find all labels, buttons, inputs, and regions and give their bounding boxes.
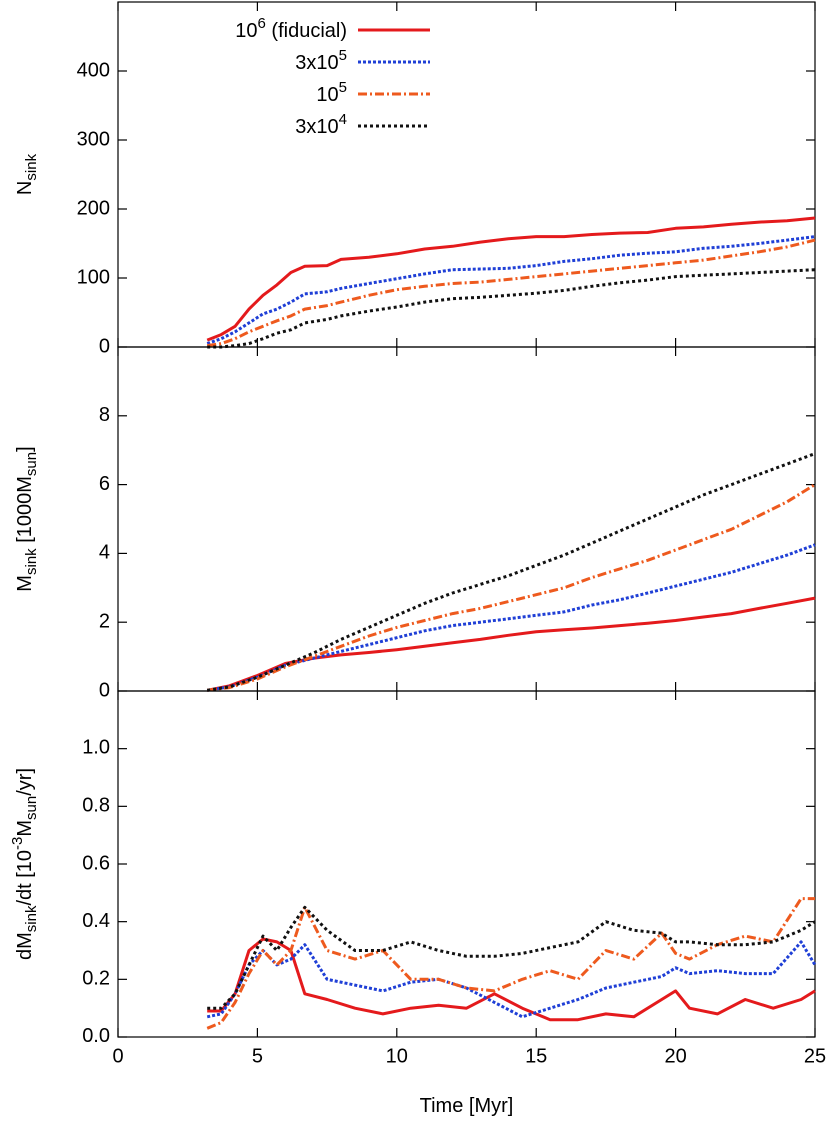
series-line [207,483,816,692]
series-line [206,543,816,692]
x-tick-label: 5 [252,1045,263,1067]
legend-label: 105 [316,79,347,106]
series-line [206,235,816,346]
y-tick-label: 0 [99,679,110,701]
y-tick-label: 4 [99,542,110,564]
y-tick-label: 100 [77,266,110,288]
x-tick-label: 15 [525,1045,547,1067]
x-tick-label: 25 [804,1045,826,1067]
x-axis-label: Time [Myr] [420,1095,514,1117]
y-tick-label: 1.0 [82,737,110,759]
x-tick-label: 10 [386,1045,408,1067]
series-line [207,937,816,1022]
y-tick-label: 2 [99,610,110,632]
series-line [207,905,816,1010]
y-axis-label: Msink [1000Msun] [14,446,40,591]
series-line [207,268,816,349]
x-tick-label: 20 [664,1045,686,1067]
plot-frame [117,346,816,692]
y-tick-label: 0.8 [82,795,110,817]
series-line [206,940,817,1019]
y-axis-label: Nsink [14,153,40,195]
y-tick-label: 0 [99,335,110,357]
series-line [206,452,816,692]
legend-label: 3x104 [295,111,347,138]
legend-label: 3x105 [295,47,347,74]
y-tick-label: 8 [99,404,110,426]
y-tick-label: 0.4 [82,910,110,932]
y-axis-label: dMsink/dt [10-3Msun/yr] [9,768,40,960]
series-line [206,238,816,348]
series-line [206,897,815,1030]
y-tick-label: 0.0 [82,1025,110,1047]
y-tick-label: 200 [77,197,110,219]
y-tick-label: 0.6 [82,852,110,874]
series-line [206,216,816,342]
x-tick-label: 0 [112,1045,123,1067]
y-tick-label: 6 [99,473,110,495]
legend-label: 106 (fiducial) [235,15,347,42]
y-tick-label: 400 [77,59,110,81]
series-line [206,596,816,692]
y-tick-label: 0.2 [82,968,110,990]
plot-frame [117,1,816,348]
y-tick-label: 300 [77,128,110,150]
plot-frame [117,690,816,1038]
